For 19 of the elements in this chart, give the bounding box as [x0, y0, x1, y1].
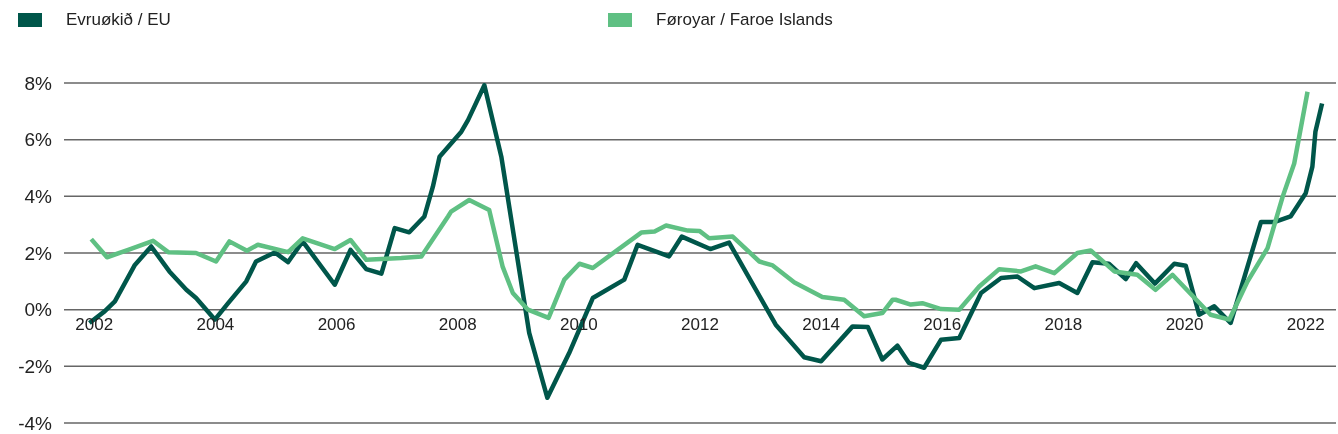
y-tick-label: -4% — [18, 412, 53, 434]
legend-label: Evruøkið / EU — [66, 10, 171, 30]
y-tick-label: 6% — [24, 129, 53, 151]
y-tick-label: 8% — [24, 72, 53, 94]
x-tick-label: 2008 — [438, 314, 477, 334]
x-tick-label: 2004 — [196, 314, 235, 334]
x-tick-label: 2014 — [802, 314, 841, 334]
legend-label: Føroyar / Faroe Islands — [656, 10, 833, 30]
x-tick-label: 2018 — [1044, 314, 1083, 334]
y-tick-label: 0% — [24, 299, 53, 321]
y-tick-label: 4% — [24, 186, 53, 208]
y-tick-label: -2% — [18, 356, 53, 378]
x-tick-label: 2012 — [681, 314, 719, 334]
y-tick-label: 2% — [24, 242, 53, 264]
x-tick-label: 2022 — [1286, 314, 1325, 334]
x-tick-label: 2002 — [75, 314, 114, 334]
x-tick-label: 2006 — [317, 314, 356, 334]
x-tick-label: 2020 — [1165, 314, 1204, 334]
x-tick-label: 2016 — [923, 314, 962, 334]
